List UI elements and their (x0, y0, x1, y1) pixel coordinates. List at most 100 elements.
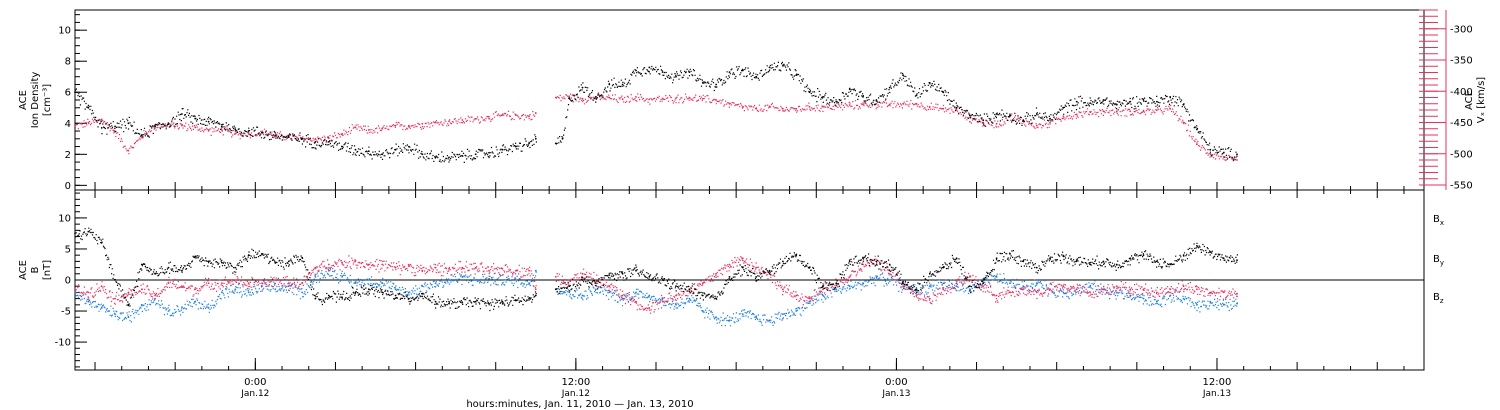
data-point-bx (715, 297, 717, 300)
data-point-bx (635, 269, 637, 272)
data-point-bz (354, 260, 357, 263)
y2-axis-label: ACEVₓ [km/s] (1464, 77, 1487, 123)
data-point-density (1196, 128, 1198, 131)
data-point-density (207, 120, 210, 123)
y-axis-label-b-line: [nT] (42, 260, 53, 280)
data-point-bx (782, 260, 784, 263)
data-point-bz (534, 288, 537, 291)
data-point-density (635, 69, 637, 72)
data-point-bx (875, 260, 878, 263)
data-point-density (301, 137, 303, 140)
data-point-by (888, 279, 891, 281)
data-point-by (1196, 303, 1198, 306)
data-point-bx (287, 260, 290, 263)
data-point-vx (314, 137, 317, 140)
data-point-vx (127, 149, 130, 152)
data-point-bz (167, 282, 170, 284)
y-tick-label: 10 (58, 213, 71, 224)
data-point-by (448, 279, 450, 281)
y2-tick-label: -500 (1450, 149, 1473, 160)
data-point-bz (314, 266, 317, 269)
data-point-density (561, 137, 564, 140)
data-point-bx (354, 291, 357, 294)
data-point-density (534, 137, 537, 140)
data-point-density (394, 148, 397, 151)
data-point-bz (87, 291, 90, 294)
data-point-vx (715, 99, 717, 101)
x-tick-time: 12:00 (561, 377, 590, 388)
data-point-bz (154, 294, 157, 297)
data-point-density (461, 155, 464, 157)
data-point-density (1142, 99, 1145, 101)
data-point-vx (221, 129, 223, 131)
y-axis-label-b-line: B (30, 266, 41, 273)
data-point-bx (261, 253, 263, 255)
data-point-bx (728, 276, 731, 278)
data-points-by (555, 270, 1238, 327)
data-point-bz (528, 269, 530, 272)
data-point-vx (835, 105, 838, 108)
data-point-bx (167, 266, 170, 269)
data-point-bz (554, 276, 557, 278)
data-point-bz (621, 294, 624, 297)
data-point-density (234, 128, 237, 131)
data-point-bx (661, 279, 664, 281)
series-vx (74, 92, 1238, 162)
data-point-vx (341, 132, 343, 135)
data-point-bz (394, 266, 397, 269)
series-bx-segment (74, 227, 537, 312)
data-point-by (194, 300, 197, 303)
data-point-vx (795, 107, 798, 110)
data-point-bx (448, 302, 450, 305)
data-point-density (528, 142, 530, 145)
data-point-density (648, 66, 651, 69)
data-point-vx (1129, 110, 1132, 113)
data-point-bx (528, 297, 530, 300)
data-point-vx (755, 107, 758, 110)
data-point-vx (621, 98, 624, 101)
data-point-bz (341, 261, 343, 264)
x-tick-time: 0:00 (244, 377, 266, 388)
data-point-vx (581, 97, 584, 100)
data-point-density (1089, 102, 1091, 104)
data-point-bz (568, 279, 571, 281)
data-point-bx (1236, 259, 1238, 261)
panel-magnetic-field: 1050-5-10ACEB[nT]BxByBz0:00Jan.1212:00Ja… (18, 189, 1444, 410)
data-point-vx (100, 118, 103, 121)
data-point-density (888, 86, 891, 89)
data-point-bz (1062, 285, 1065, 288)
data-point-vx (782, 107, 784, 110)
data-point-bx (100, 241, 103, 244)
y-axis-label: ACEIon Density[cm⁻³] (18, 72, 53, 129)
data-point-density (715, 83, 717, 86)
data-point-by (1089, 285, 1091, 288)
data-point-bx (942, 266, 945, 269)
data-point-density (1022, 119, 1025, 122)
data-point-bx (514, 299, 517, 302)
data-point-density (995, 113, 998, 115)
data-point-vx (501, 114, 504, 116)
data-point-density (421, 153, 424, 156)
data-point-density (1049, 117, 1051, 120)
data-point-bx (434, 300, 437, 303)
y-axis-label-line: ACE (18, 90, 29, 110)
data-point-bx (408, 297, 410, 300)
data-point-by (341, 276, 343, 278)
data-point-bz (915, 294, 918, 297)
data-point-bx (768, 269, 771, 272)
data-point-vx (514, 114, 517, 116)
data-point-vx (354, 126, 357, 129)
data-point-bz (140, 288, 143, 291)
data-points-vx (555, 92, 1238, 162)
data-point-bz (822, 288, 824, 291)
data-point-bx (835, 282, 838, 284)
y-axis-label-line: [cm⁻³] (42, 84, 53, 116)
data-point-vx (728, 102, 731, 105)
legend-sub: y (1440, 259, 1444, 267)
series-vx-segment (554, 92, 1238, 162)
data-point-density (728, 71, 731, 73)
data-point-vx (1035, 124, 1038, 127)
data-point-bx (755, 276, 758, 278)
data-point-bz (782, 288, 784, 291)
data-point-by (688, 297, 691, 300)
